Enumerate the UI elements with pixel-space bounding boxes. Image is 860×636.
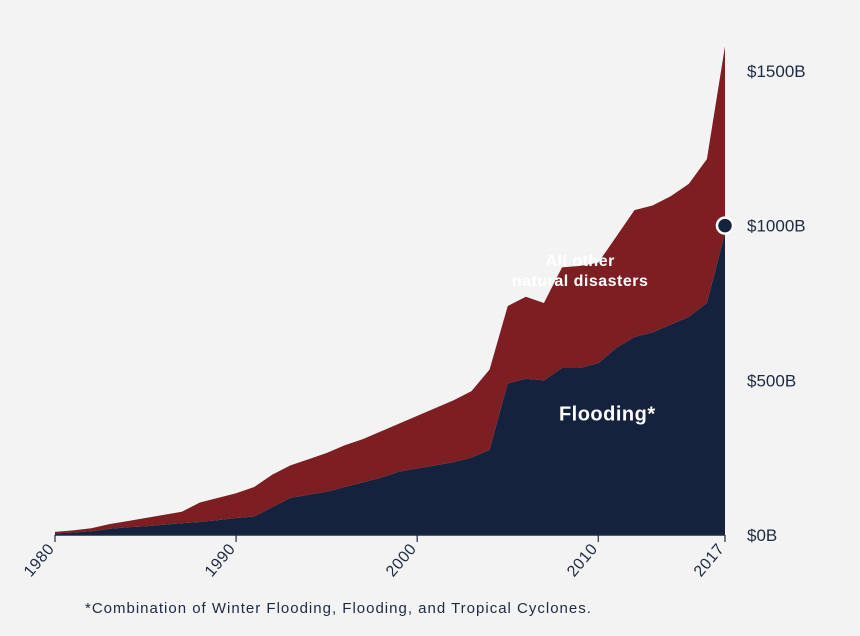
y-tick-label: $500B — [747, 371, 796, 390]
marker-1000b — [717, 218, 733, 234]
y-tick-label: $1000B — [747, 217, 806, 236]
series-label-line: Flooding* — [559, 404, 656, 426]
chart-bg — [0, 0, 860, 636]
chart-footnote: *Combination of Winter Flooding, Floodin… — [85, 600, 592, 617]
series-label-line: All other — [545, 253, 614, 270]
chart-svg: 19801990200020102017$0B$500B$1000B$1500B… — [0, 0, 860, 636]
series-label-flooding: Flooding* — [559, 404, 656, 426]
y-tick-label: $1500B — [747, 62, 806, 81]
series-label-line: natural disasters — [512, 273, 649, 290]
y-tick-label: $0B — [747, 526, 777, 545]
disaster-cost-chart: 19801990200020102017$0B$500B$1000B$1500B… — [0, 0, 860, 636]
